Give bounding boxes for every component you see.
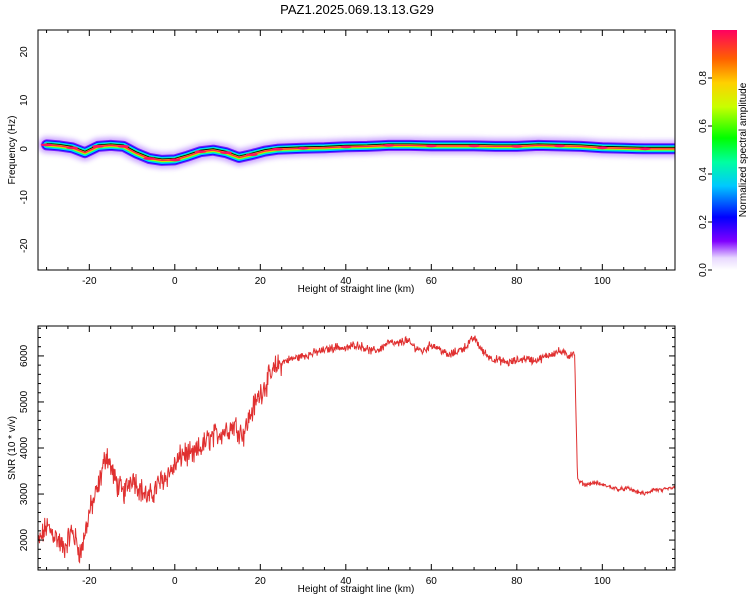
snr-y-tick-label: 6000 <box>19 344 30 367</box>
snr-x-axis-label: Height of straight line (km) <box>298 584 415 595</box>
spectrogram-x-tick-label: 80 <box>511 276 523 287</box>
snr-series-line <box>38 335 675 564</box>
colorbar-ticks: 0.0 0.2 0.4 0.6 0.8 <box>698 71 712 277</box>
spectrogram-x-axis-label: Height of straight line (km) <box>298 284 415 295</box>
spectrogram-frame <box>37 29 676 271</box>
colorbar-tick-label: 0.2 <box>698 215 709 229</box>
snr-y-tick-label: 4000 <box>19 436 30 459</box>
snr-x-tick-label: 80 <box>511 576 523 587</box>
spectrogram-peak <box>220 151 233 155</box>
snr-x-tick-label: -20 <box>82 576 97 587</box>
spectrogram-peak <box>639 147 652 151</box>
snr-x-tick-label: 100 <box>594 576 611 587</box>
spectrogram-x-ticks: -20 0 20 40 60 80 100 <box>46 30 667 287</box>
spectrogram-x-tick-label: 60 <box>426 276 438 287</box>
snr-plot-area <box>38 326 675 570</box>
spectrogram-x-tick-label: -20 <box>82 276 97 287</box>
spectrogram-x-tick-label: 40 <box>340 276 352 287</box>
colorbar-label: Normalized spectral amplitude <box>738 82 749 217</box>
colorbar-gradient <box>712 30 737 270</box>
snr-x-tick-label: 40 <box>340 576 352 587</box>
snr-y-axis-label: SNR (10 * v/v) <box>7 416 18 480</box>
snr-x-tick-label: 60 <box>426 576 438 587</box>
spectrogram-x-tick-label: 100 <box>594 276 611 287</box>
spectrogram-peak <box>91 144 104 148</box>
spectrogram-y-tick-label: -20 <box>19 238 30 253</box>
spectrogram-y-tick-label: 10 <box>19 94 30 106</box>
spectrogram-y-tick-label: 0 <box>19 146 30 152</box>
spectrogram-y-tick-label: -10 <box>19 190 30 205</box>
spectrogram-peak <box>339 145 352 149</box>
spectrogram-peak <box>553 144 566 148</box>
spectrogram-peak <box>143 157 156 160</box>
colorbar-tick-label: 0.8 <box>698 71 709 85</box>
spectrogram-peak <box>596 146 609 150</box>
chart-title: PAZ1.2025.069.13.13.G29 <box>280 2 434 17</box>
spectrogram-peak <box>425 144 438 148</box>
spectrogram-peak <box>271 147 284 151</box>
snr-y-tick-label: 2000 <box>19 529 30 552</box>
spectrogram-peak <box>510 144 523 148</box>
snr-panel: -20 0 20 40 60 80 100 2000 3000 4000 5000 6000 Hei… <box>7 325 676 595</box>
colorbar-tick-label: 0.4 <box>698 167 709 181</box>
colorbar: 0.0 0.2 0.4 0.6 0.8 Normalized spectral ampl… <box>698 30 749 277</box>
spectrogram-y-tick-label: 20 <box>19 46 30 58</box>
snr-x-tick-label: 20 <box>255 576 267 587</box>
spectrogram-peak <box>297 146 310 150</box>
snr-y-tick-label: 3000 <box>19 482 30 505</box>
spectrogram-x-tick-label: 0 <box>172 276 178 287</box>
spectrogram-x-tick-label: 20 <box>255 276 267 287</box>
snr-x-tick-label: 0 <box>172 576 178 587</box>
spectrogram-peak <box>245 153 258 157</box>
snr-x-ticks: -20 0 20 40 60 80 100 <box>46 326 667 587</box>
spectrogram-peak <box>66 146 79 150</box>
spectrogram-peak <box>117 144 130 148</box>
snr-y-tick-label: 5000 <box>19 390 30 413</box>
spectrogram-peak <box>40 143 53 147</box>
spectrogram-y-ticks: 20 10 0 -10 -20 <box>19 46 30 253</box>
spectrogram-y-axis-label: Frequency (Hz) <box>7 116 18 185</box>
colorbar-tick-label: 0.0 <box>698 263 709 277</box>
spectrogram-peak <box>468 144 481 148</box>
colorbar-tick-label: 0.6 <box>698 119 709 133</box>
snr-y-ticks: 2000 3000 4000 5000 6000 <box>19 327 675 569</box>
spectrogram-peak <box>194 150 207 154</box>
spectrogram-peak <box>382 143 395 147</box>
spectrogram-heatmap <box>38 134 675 171</box>
spectrogram-peak <box>168 158 181 162</box>
